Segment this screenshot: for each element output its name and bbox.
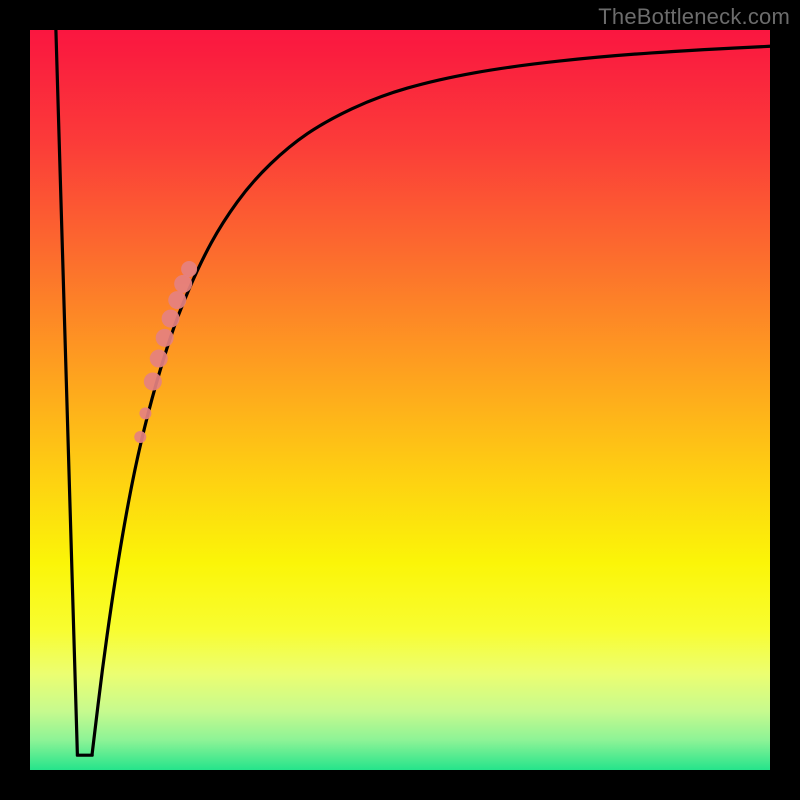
plot-background [30,30,770,770]
attribution-text: TheBottleneck.com [598,4,790,30]
bottleneck-curve-chart [0,0,800,800]
data-marker [139,407,151,419]
data-marker [144,373,162,391]
data-marker [174,275,192,293]
data-marker [134,431,146,443]
data-marker [162,310,180,328]
data-marker [181,261,197,277]
data-marker [168,291,186,309]
data-marker [150,350,168,368]
chart-container: TheBottleneck.com [0,0,800,800]
data-marker [156,329,174,347]
